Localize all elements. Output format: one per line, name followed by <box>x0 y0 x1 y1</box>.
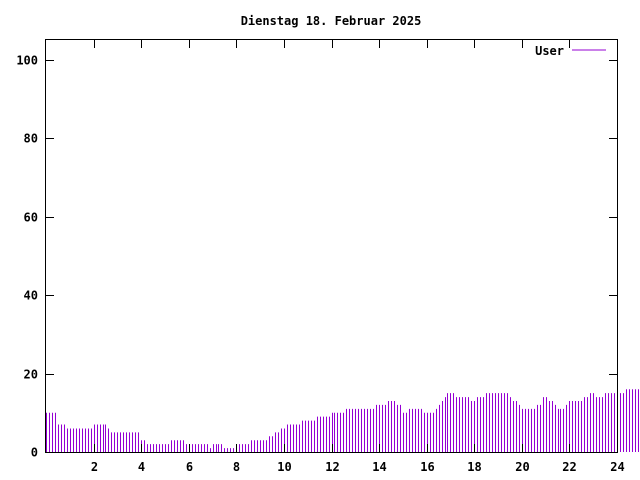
x-axis: 2 4 6 8 10 12 14 16 18 20 22 24 <box>91 40 625 474</box>
y-axis: 0 20 40 60 80 100 <box>16 54 617 460</box>
chart-title: Dienstag 18. Februar 2025 <box>241 14 422 28</box>
x-tick-label: 22 <box>562 460 576 474</box>
legend-label-user: User <box>535 44 564 58</box>
x-tick-label: 4 <box>138 460 145 474</box>
x-tick-label: 8 <box>233 460 240 474</box>
plot-frame <box>45 39 618 453</box>
x-tick-label: 20 <box>515 460 529 474</box>
x-tick-label: 24 <box>610 460 624 474</box>
x-tick-label: 6 <box>186 460 193 474</box>
x-tick-label: 10 <box>277 460 291 474</box>
y-tick-label: 100 <box>16 54 38 68</box>
x-tick-label: 14 <box>372 460 386 474</box>
x-tick-label: 16 <box>420 460 434 474</box>
y-tick-label: 40 <box>24 289 38 303</box>
bar-series <box>46 389 639 452</box>
y-tick-label: 0 <box>31 446 38 460</box>
legend: User <box>535 44 606 58</box>
y-tick-label: 80 <box>24 132 38 146</box>
y-tick-label: 20 <box>24 368 38 382</box>
x-tick-label: 12 <box>325 460 339 474</box>
x-tick-label: 18 <box>467 460 481 474</box>
y-tick-label: 60 <box>24 211 38 225</box>
x-tick-label: 2 <box>91 460 98 474</box>
